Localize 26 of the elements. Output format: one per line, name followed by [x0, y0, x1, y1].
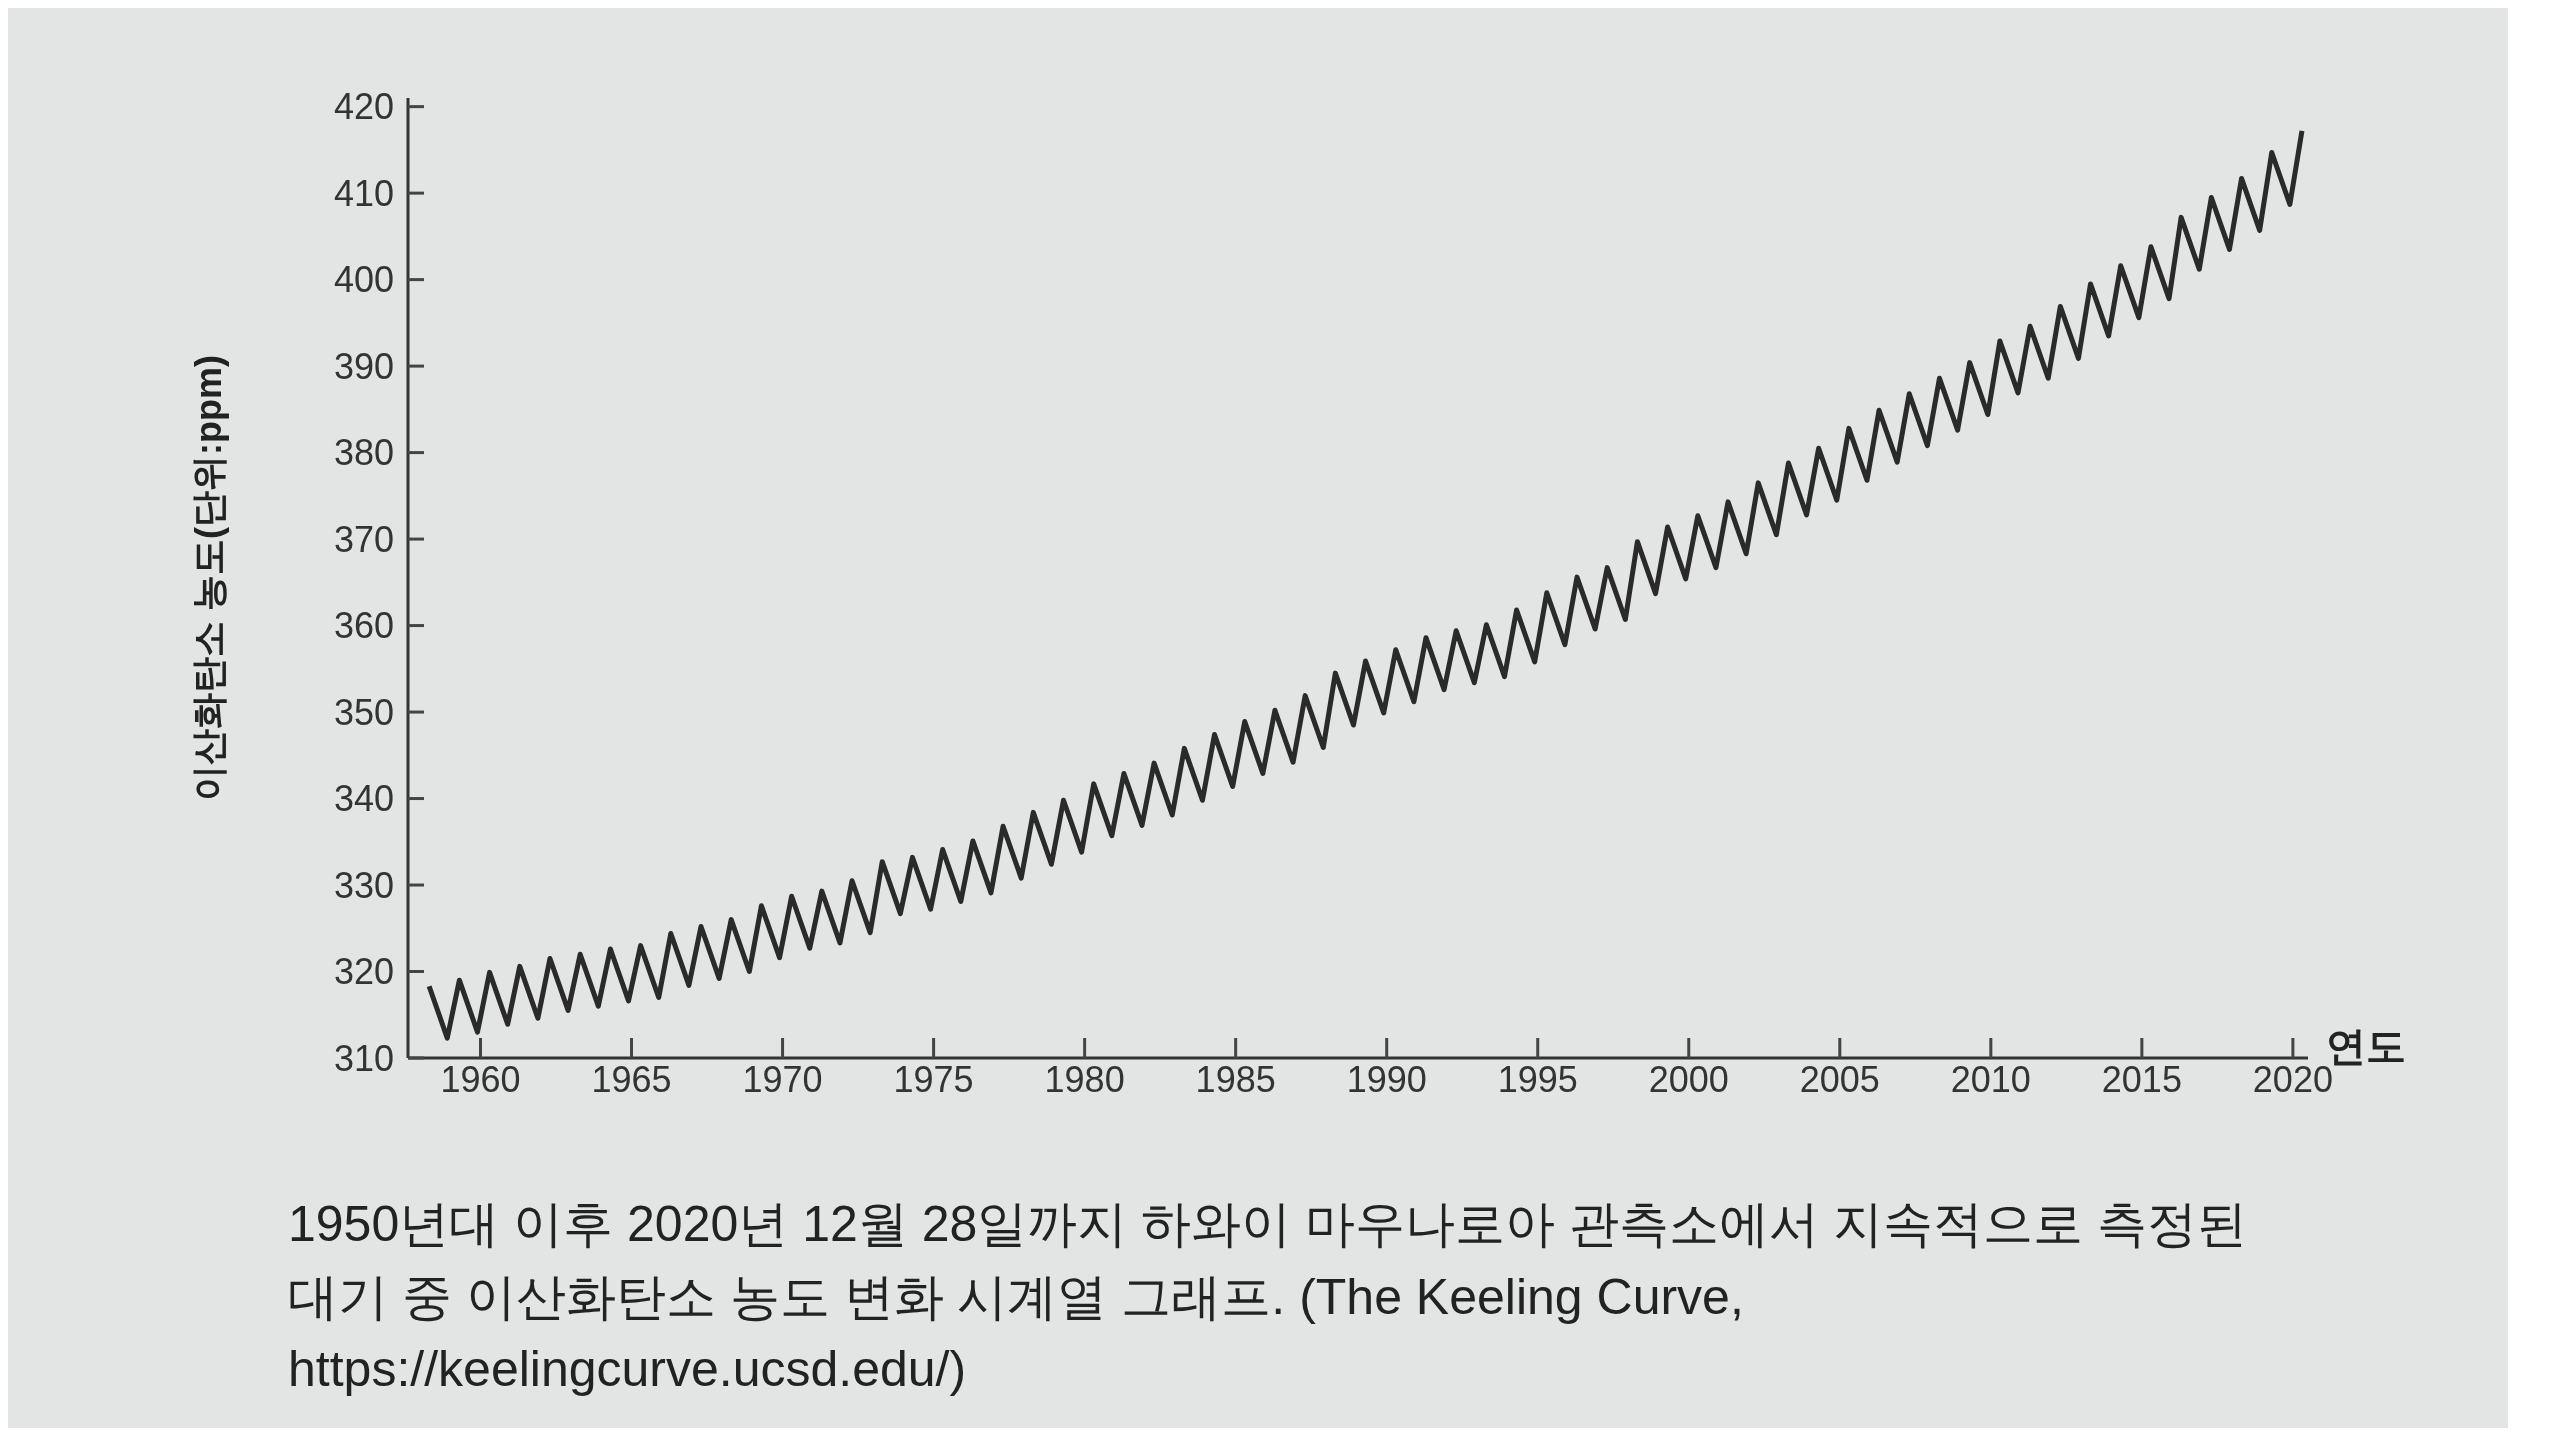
y-tick-label: 350: [333, 691, 394, 733]
x-tick-label: 1990: [1346, 1059, 1427, 1100]
y-tick-label: 400: [333, 259, 394, 301]
y-tick-label: 320: [333, 951, 394, 993]
y-tick-label: 370: [333, 518, 394, 560]
y-tick-label: 380: [333, 432, 394, 474]
x-tick-label: 1960: [440, 1059, 521, 1100]
x-tick-label: 2015: [2101, 1059, 2182, 1100]
x-tick-label: 2010: [1950, 1059, 2031, 1100]
y-tick-label: 360: [333, 605, 394, 647]
y-tick-label: 410: [333, 172, 394, 214]
x-tick-label: 1980: [1044, 1059, 1125, 1100]
x-tick-label: 1975: [893, 1059, 974, 1100]
y-tick-label: 420: [333, 86, 394, 128]
x-tick-label: 1985: [1195, 1059, 1276, 1100]
y-axis-title: 이산화탄소 농도(단위:ppm): [187, 355, 229, 801]
text: 1950년대 이후 2020년 12월 28일까지 하와이 마우나로아 관측소에서 지속적으로 측정된 대기 중 이산화탄소 농도 변화 시계열 그래프. (The Keeling Curve, https://keelingcurve.ucsd.edu/): [288, 1195, 2248, 1399]
y-tick-label: 340: [333, 778, 394, 820]
y-tick-label: 390: [333, 345, 394, 387]
x-tick-label: 1970: [742, 1059, 823, 1100]
x-tick-label: 1995: [1497, 1059, 1578, 1100]
y-tick-label: 310: [333, 1037, 394, 1079]
x-tick-label: 2005: [1799, 1059, 1880, 1100]
x-tick-label: 1965: [591, 1059, 672, 1100]
y-tick-label: 330: [333, 864, 394, 906]
x-tick-label: 2000: [1648, 1059, 1729, 1100]
